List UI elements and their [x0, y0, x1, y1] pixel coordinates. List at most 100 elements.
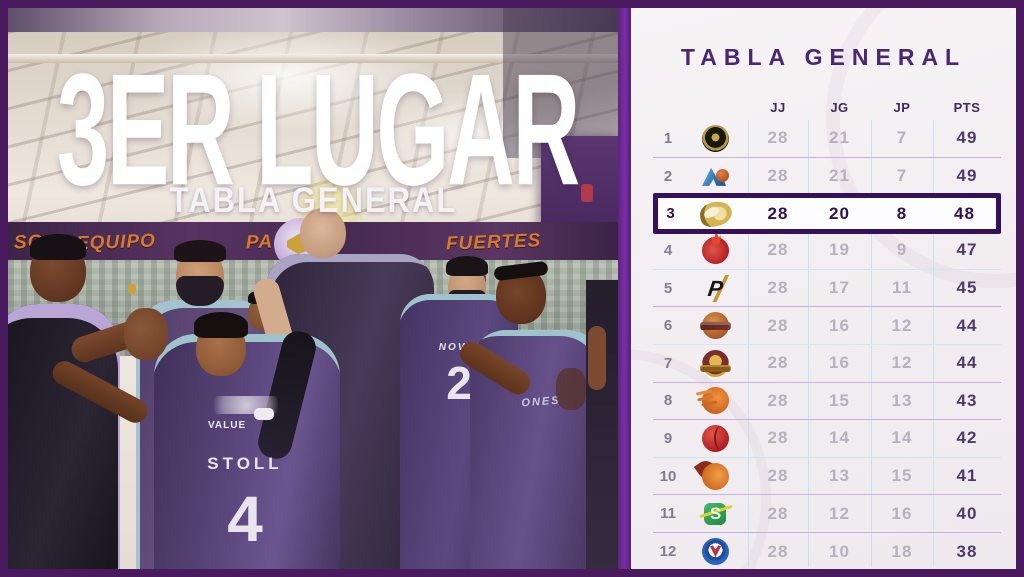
jj-value: 28	[767, 128, 789, 148]
table-row: 8 28 15 13 43	[653, 383, 1001, 421]
jg-value: 13	[829, 466, 850, 486]
table-row: 4 28 19 9 47	[653, 232, 1001, 270]
pts-value: 40	[956, 503, 978, 523]
jg-value: 21	[829, 166, 850, 186]
standings-table: JJ JG JP PTS 1 28 21 7 49 2	[653, 94, 1001, 569]
pts-value: 43	[956, 390, 978, 410]
jj-value: 28	[767, 203, 789, 223]
edge-player	[586, 280, 619, 569]
jj-value: 28	[767, 541, 789, 561]
table-header-row: JJ JG JP PTS	[653, 94, 1001, 120]
side-banner	[503, 8, 619, 158]
jp-value: 7	[896, 128, 908, 148]
jp-value: 16	[891, 503, 913, 523]
plateros-ball-logo	[683, 312, 748, 340]
pts-value: 42	[956, 428, 978, 448]
ceiling-beam	[8, 54, 619, 63]
jg-value: 20	[829, 203, 850, 223]
jp-value: 9	[896, 240, 908, 260]
highlighted-row-third-place: 3 28 20 8 48	[653, 193, 1001, 235]
jg-value: 10	[829, 541, 850, 561]
white-wristband	[254, 408, 274, 420]
player-tall-head	[300, 208, 346, 258]
jg-value: 12	[829, 503, 850, 523]
crowd-fan	[128, 284, 136, 294]
rank: 12	[659, 543, 677, 561]
red-flame-ball-logo	[683, 236, 748, 264]
player-bearded-hair	[174, 240, 226, 262]
rank: 7	[663, 354, 673, 372]
jg-value: 14	[829, 428, 850, 448]
black-p-logo: P	[683, 274, 748, 302]
jg-value: 16	[829, 353, 850, 373]
table-body: 1 28 21 7 49 2 28 21 7 49 3	[653, 120, 1001, 569]
clapping-hands	[124, 308, 168, 360]
table-row: 11 S 28 12 16 40	[653, 495, 1001, 533]
jersey-sponsor-text: VALUE	[208, 420, 247, 431]
rank: 3	[666, 205, 675, 223]
flaming-ball-logo	[683, 462, 748, 490]
table-row: 9 28 14 14 42	[653, 420, 1001, 458]
jj-value: 28	[767, 278, 789, 298]
pts-value: 38	[956, 541, 978, 561]
column-header-jg: JG	[830, 99, 849, 115]
pts-value: 44	[956, 315, 978, 335]
grid-line	[933, 120, 934, 567]
player-face-hair	[446, 256, 488, 276]
orange-comet-ball-logo	[683, 387, 748, 415]
jg-value: 21	[829, 128, 850, 148]
dorados-crest-logo	[683, 349, 748, 377]
rank: 1	[663, 129, 673, 147]
jp-value: 12	[891, 353, 913, 373]
rank: 5	[663, 279, 673, 297]
rank: 4	[663, 241, 673, 259]
table-row: 10 28 13 15 41	[653, 458, 1001, 496]
shoulder-tattoo	[556, 368, 586, 410]
green-s-logo: S	[683, 500, 748, 527]
teammate-number-text: 2	[446, 357, 472, 409]
banner-text: FUERTES	[445, 230, 542, 255]
table-row: 5 P 28 17 11 45	[653, 270, 1001, 308]
table-row: 6 28 16 12 44	[653, 307, 1001, 345]
grid-line	[748, 120, 749, 567]
jp-value: 18	[891, 541, 913, 561]
player-left-hair	[30, 234, 86, 260]
player-stoll-hair	[194, 312, 248, 338]
rank: 8	[663, 392, 673, 410]
jg-value: 15	[829, 390, 850, 410]
jp-value: 14	[891, 428, 913, 448]
teammate-name-text: NOVIT	[438, 342, 480, 353]
jj-value: 28	[767, 428, 789, 448]
celebration-photo: SO EQUIPO PA FUERTES NOVIT 2	[8, 8, 619, 569]
jj-value: 28	[767, 466, 789, 486]
banner-figure	[581, 184, 593, 202]
jj-value: 28	[767, 353, 789, 373]
standings-panel: TABLA GENERAL JJ JG JP PTS 1 28 21	[631, 8, 1016, 569]
jj-value: 28	[767, 240, 789, 260]
jp-value: 15	[891, 466, 913, 486]
pts-value: 49	[956, 128, 978, 148]
rank: 10	[659, 467, 677, 485]
jj-value: 28	[767, 315, 789, 335]
jg-value: 16	[829, 315, 850, 335]
blue-badge-logo	[683, 538, 748, 566]
rank: 2	[663, 167, 673, 185]
jersey-name-text: STOLL	[207, 454, 283, 473]
red-ball-logo	[683, 424, 748, 452]
column-header-pts: PTS	[953, 99, 981, 115]
subheadline-tabla-general: TABLA GENERAL	[169, 180, 458, 221]
jp-value: 8	[896, 203, 908, 223]
table-row: 7 28 16 12 44	[653, 345, 1001, 383]
banner-text: EQUIPO	[75, 230, 157, 255]
pts-value: 41	[956, 466, 978, 486]
edge-player-arm	[588, 326, 606, 390]
column-header-jp: JP	[893, 99, 911, 115]
rank: 6	[663, 317, 673, 335]
headline-3er-lugar: 3ER LUGAR	[56, 40, 580, 219]
jg-value: 17	[829, 278, 850, 298]
jp-value: 11	[892, 278, 912, 298]
pts-value: 48	[954, 203, 975, 223]
jj-value: 28	[767, 503, 789, 523]
black-gold-crest-logo	[683, 124, 748, 152]
